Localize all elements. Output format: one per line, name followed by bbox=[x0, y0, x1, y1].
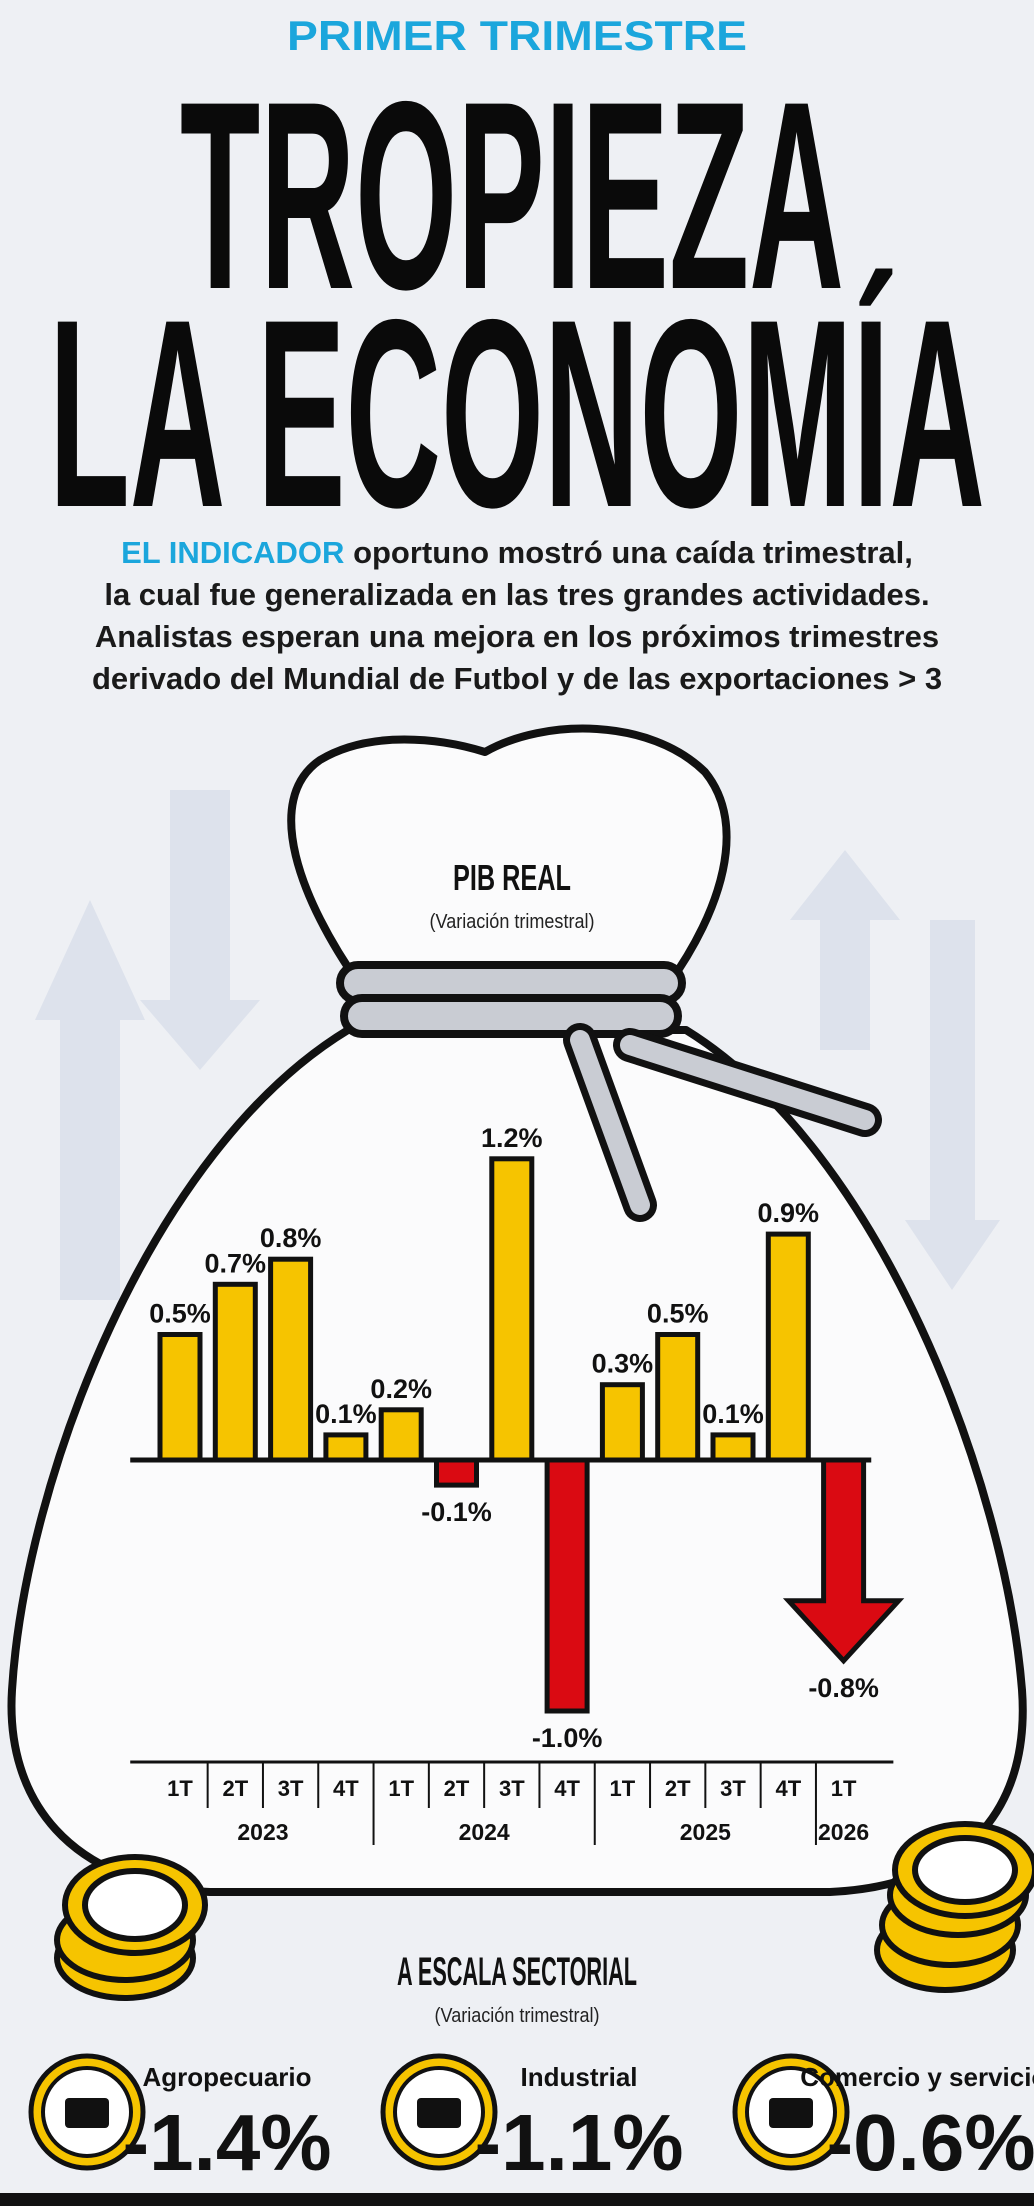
lead-line: derivado del Mundial de Futbol y de las … bbox=[92, 661, 942, 696]
x-tick-label: 4T bbox=[554, 1776, 580, 1801]
x-tick-label: 3T bbox=[720, 1776, 746, 1801]
bar bbox=[768, 1234, 808, 1460]
value-label: 0.1% bbox=[315, 1399, 377, 1429]
x-tick-label: 4T bbox=[333, 1776, 359, 1801]
bar bbox=[713, 1435, 753, 1460]
bottom-rule bbox=[0, 2193, 1034, 2206]
chart-title: PIB REAL bbox=[453, 857, 571, 898]
bar bbox=[658, 1335, 698, 1461]
x-tick-label: 4T bbox=[775, 1776, 801, 1801]
headline: LA ECONOMÍA bbox=[49, 263, 985, 563]
sectors-subtitle: (Variación trimestral) bbox=[435, 2005, 600, 2027]
value-label: -1.0% bbox=[532, 1723, 603, 1753]
lead-line: la cual fue generalizada en las tres gra… bbox=[104, 577, 929, 612]
chart-subtitle: (Variación trimestral) bbox=[430, 911, 595, 933]
bar bbox=[547, 1460, 587, 1711]
sector-value: -0.6% bbox=[827, 2098, 1034, 2187]
year-label: 2026 bbox=[818, 1819, 869, 1845]
x-tick-label: 2T bbox=[444, 1776, 470, 1801]
sector-value: -1.1% bbox=[475, 2098, 684, 2187]
value-label: 0.8% bbox=[260, 1223, 322, 1253]
lead-text: oportuno mostró una caída trimestral, bbox=[353, 535, 913, 570]
year-label: 2025 bbox=[680, 1819, 731, 1845]
value-label: 0.2% bbox=[370, 1374, 432, 1404]
x-tick-label: 2T bbox=[665, 1776, 691, 1801]
x-tick-label: 1T bbox=[388, 1776, 414, 1801]
x-tick-label: 1T bbox=[167, 1776, 193, 1801]
lead-line: EL INDICADOR oportuno mostró una caída t… bbox=[121, 535, 913, 570]
sector-icon-glyph bbox=[417, 2098, 461, 2128]
bar bbox=[381, 1410, 421, 1460]
x-tick-label: 1T bbox=[610, 1776, 636, 1801]
sector-name: Comercio y servicios bbox=[800, 2062, 1034, 2092]
lead-text bbox=[344, 535, 353, 570]
value-label: -0.1% bbox=[421, 1497, 492, 1527]
value-label: 0.1% bbox=[702, 1399, 764, 1429]
bar bbox=[271, 1259, 311, 1460]
year-label: 2024 bbox=[459, 1819, 510, 1845]
x-tick-label: 3T bbox=[499, 1776, 525, 1801]
bar bbox=[602, 1385, 642, 1460]
x-tick-label: 3T bbox=[278, 1776, 304, 1801]
value-label: 0.3% bbox=[592, 1349, 654, 1379]
bar bbox=[160, 1335, 200, 1461]
bar bbox=[437, 1460, 477, 1485]
sector-icon-glyph bbox=[769, 2098, 813, 2128]
sector-value: -1.4% bbox=[123, 2098, 332, 2187]
sector-name: Industrial bbox=[520, 2062, 637, 2092]
sector-icon-glyph bbox=[65, 2098, 109, 2128]
value-label: 0.9% bbox=[758, 1198, 820, 1228]
value-label: 1.2% bbox=[481, 1123, 543, 1153]
bar bbox=[215, 1284, 255, 1460]
value-label: -0.8% bbox=[808, 1673, 879, 1703]
value-label: 0.5% bbox=[149, 1299, 211, 1329]
bar bbox=[492, 1159, 532, 1460]
sectors: Agropecuario -1.4% Industrial -1.1% Comercio… bbox=[31, 2056, 1034, 2187]
lead-highlight: EL INDICADOR bbox=[121, 535, 344, 570]
sectors-title: A ESCALA SECTORIAL bbox=[397, 1950, 637, 1994]
lead-line: Analistas esperan una mejora en los próx… bbox=[95, 619, 939, 654]
bar bbox=[326, 1435, 366, 1460]
sector-name: Agropecuario bbox=[142, 2062, 311, 2092]
value-label: 0.5% bbox=[647, 1299, 709, 1329]
year-label: 2023 bbox=[237, 1819, 288, 1845]
infographic: PRIMER TRIMESTRE TROPIEZA LA ECONOMÍA EL… bbox=[0, 0, 1034, 2206]
value-label: 0.7% bbox=[205, 1248, 267, 1278]
x-tick-label: 2T bbox=[222, 1776, 248, 1801]
x-tick-label: 1T bbox=[831, 1776, 857, 1801]
